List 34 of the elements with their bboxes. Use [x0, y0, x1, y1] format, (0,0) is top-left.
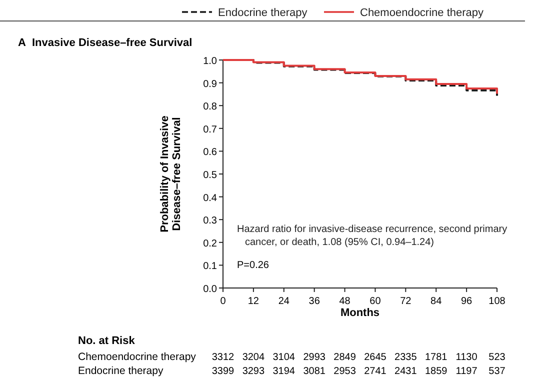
y-tick-label: 0.2	[203, 238, 218, 250]
x-tick-label: 96	[460, 296, 473, 307]
x-tick-label: 24	[278, 296, 290, 307]
x-tick-label: 36	[308, 296, 320, 307]
y-tick-label: 0.6	[203, 147, 218, 158]
x-tick-label: 108	[488, 296, 506, 307]
x-tick-label: 0	[220, 296, 226, 307]
x-tick-label: 72	[400, 296, 412, 307]
y-tick-label: 1.0	[203, 56, 218, 67]
y-tick-label: 0.0	[203, 284, 218, 295]
text: 3312 3204 3104 2993 2849 2645 2335 1781 1130 523	[212, 352, 506, 363]
x-tick-label: 48	[339, 296, 351, 307]
y-axis-title: Probability of Invasive Disease–free Survival	[159, 116, 183, 232]
annotation: Hazard ratio for invasive-disease recurrence, second primary cancer, or death, 1.08 (95% CI, 0.94–1.24)	[237, 224, 508, 248]
text: 3399 3293 3194 3081 2953 2741 2431 1859 1197 537	[212, 366, 506, 377]
text: No. at Risk	[78, 335, 136, 347]
legend-label: Endocrine therapy	[218, 7, 308, 19]
x-tick-label: 84	[430, 296, 442, 307]
x-tick-label: 12	[248, 296, 260, 307]
y-tick-label: 0.4	[203, 192, 218, 204]
text: Endocrine therapy	[78, 365, 164, 377]
y-tick-label: 0.3	[203, 216, 218, 227]
annotation: P=0.26	[237, 260, 270, 271]
x-axis-title: Months	[340, 307, 380, 319]
y-tick-label: 0.7	[203, 124, 218, 136]
legend-label: Chemoendocrine therapy	[360, 7, 484, 19]
y-tick-label: 0.8	[203, 102, 218, 113]
text: Chemoendocrine therapy	[78, 351, 197, 363]
y-tick-label: 0.5	[203, 170, 218, 181]
text: Invasive Disease–free Survival	[32, 37, 192, 49]
y-tick-label: 0.1	[203, 261, 218, 272]
y-tick-label: 0.9	[203, 78, 218, 90]
x-tick-label: 60	[370, 296, 382, 307]
text: A	[18, 37, 26, 49]
